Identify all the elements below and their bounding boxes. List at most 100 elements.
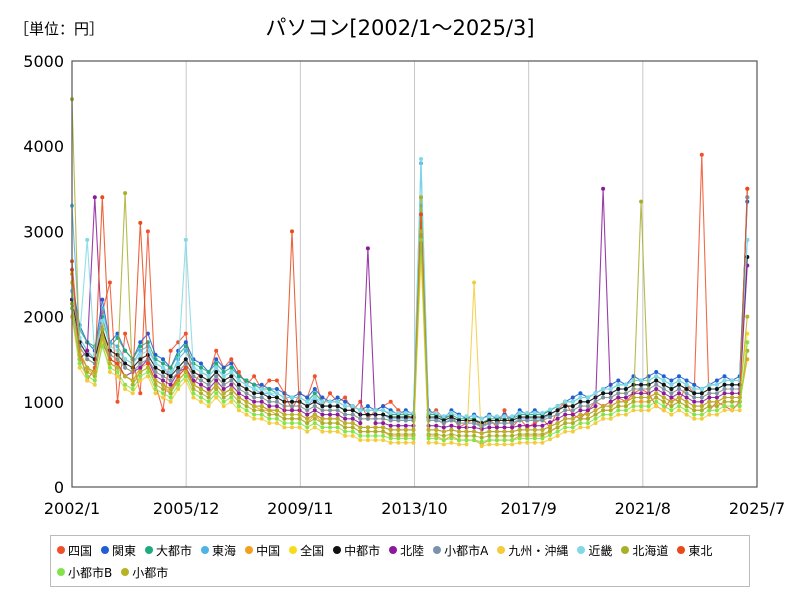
data-point (737, 408, 742, 413)
data-point (677, 374, 681, 379)
data-point (639, 399, 644, 404)
data-point (426, 436, 431, 441)
data-point (381, 421, 386, 426)
data-point (502, 414, 507, 419)
data-point (206, 404, 211, 409)
data-point (692, 416, 697, 421)
data-point (350, 425, 355, 430)
data-point (343, 412, 348, 417)
data-point (510, 414, 515, 419)
data-point (100, 344, 105, 349)
data-point (494, 442, 499, 447)
y-tick-label: 1000 (23, 393, 64, 412)
data-point (199, 399, 203, 404)
data-point (593, 412, 598, 417)
legend-swatch (433, 546, 442, 554)
data-point (335, 408, 340, 413)
data-point (115, 348, 120, 353)
data-point (434, 440, 439, 445)
data-point (570, 408, 575, 413)
data-point (236, 391, 241, 396)
data-point (510, 442, 515, 447)
series-10 (70, 157, 750, 421)
data-point (229, 361, 234, 366)
data-point (123, 348, 128, 353)
legend-label: 小都市A (444, 543, 489, 558)
data-point (585, 408, 590, 413)
data-point (699, 152, 704, 157)
data-point (548, 411, 552, 416)
data-point (722, 378, 727, 383)
data-point (267, 421, 272, 426)
data-point (722, 374, 727, 379)
data-point (305, 395, 310, 400)
data-point (350, 416, 355, 421)
data-point (396, 423, 401, 428)
data-point (214, 365, 219, 370)
data-point (540, 418, 545, 423)
data-point (699, 395, 704, 400)
data-point (85, 378, 90, 383)
data-point (570, 429, 575, 434)
data-point (661, 395, 666, 400)
data-point (161, 387, 165, 391)
data-point (585, 399, 590, 404)
data-point (358, 429, 363, 434)
data-point (532, 427, 537, 432)
data-point (168, 378, 173, 383)
data-point (472, 421, 477, 426)
legend-swatch (333, 546, 342, 554)
x-tick-label: 2025/7 (729, 499, 785, 518)
data-point (608, 382, 613, 387)
legend-swatch (57, 568, 65, 576)
data-point (206, 370, 211, 374)
data-point (616, 404, 621, 409)
data-point (221, 404, 226, 409)
data-point (434, 432, 439, 437)
data-point (654, 370, 659, 374)
data-point (123, 374, 128, 379)
data-point (510, 421, 515, 426)
data-point (570, 404, 575, 409)
data-point (252, 387, 257, 391)
data-point (274, 404, 279, 409)
data-point (221, 378, 226, 383)
unit-label: ［単位：円］ (14, 20, 105, 38)
data-point (608, 387, 613, 391)
data-point (601, 395, 606, 400)
data-point (555, 433, 560, 438)
data-point (464, 429, 469, 434)
data-point (616, 382, 621, 387)
data-point (85, 365, 90, 370)
y-tick-label: 3000 (23, 222, 64, 241)
legend-item: 大都市 (145, 539, 192, 561)
data-point (274, 399, 279, 404)
data-point (707, 387, 712, 391)
data-point (684, 404, 689, 409)
data-point (669, 391, 674, 396)
data-point (161, 408, 165, 413)
data-point (267, 387, 272, 391)
data-point (403, 432, 408, 437)
data-point (403, 415, 408, 420)
legend-label: 中国 (256, 543, 281, 558)
data-point (176, 382, 181, 387)
data-point (107, 280, 112, 285)
data-point (381, 429, 386, 434)
data-point (191, 391, 196, 396)
data-point (403, 410, 408, 415)
data-point (646, 404, 651, 409)
data-point (631, 404, 636, 409)
data-point (707, 408, 712, 413)
data-point (176, 365, 181, 370)
plot-frame (71, 60, 758, 488)
legend-item: 中国 (245, 539, 280, 561)
data-point (92, 195, 97, 200)
data-point (252, 412, 257, 417)
data-point (692, 382, 697, 387)
data-point (328, 391, 332, 396)
data-point (623, 399, 628, 404)
data-point (578, 425, 583, 430)
data-point (563, 425, 568, 430)
data-point (570, 399, 575, 404)
